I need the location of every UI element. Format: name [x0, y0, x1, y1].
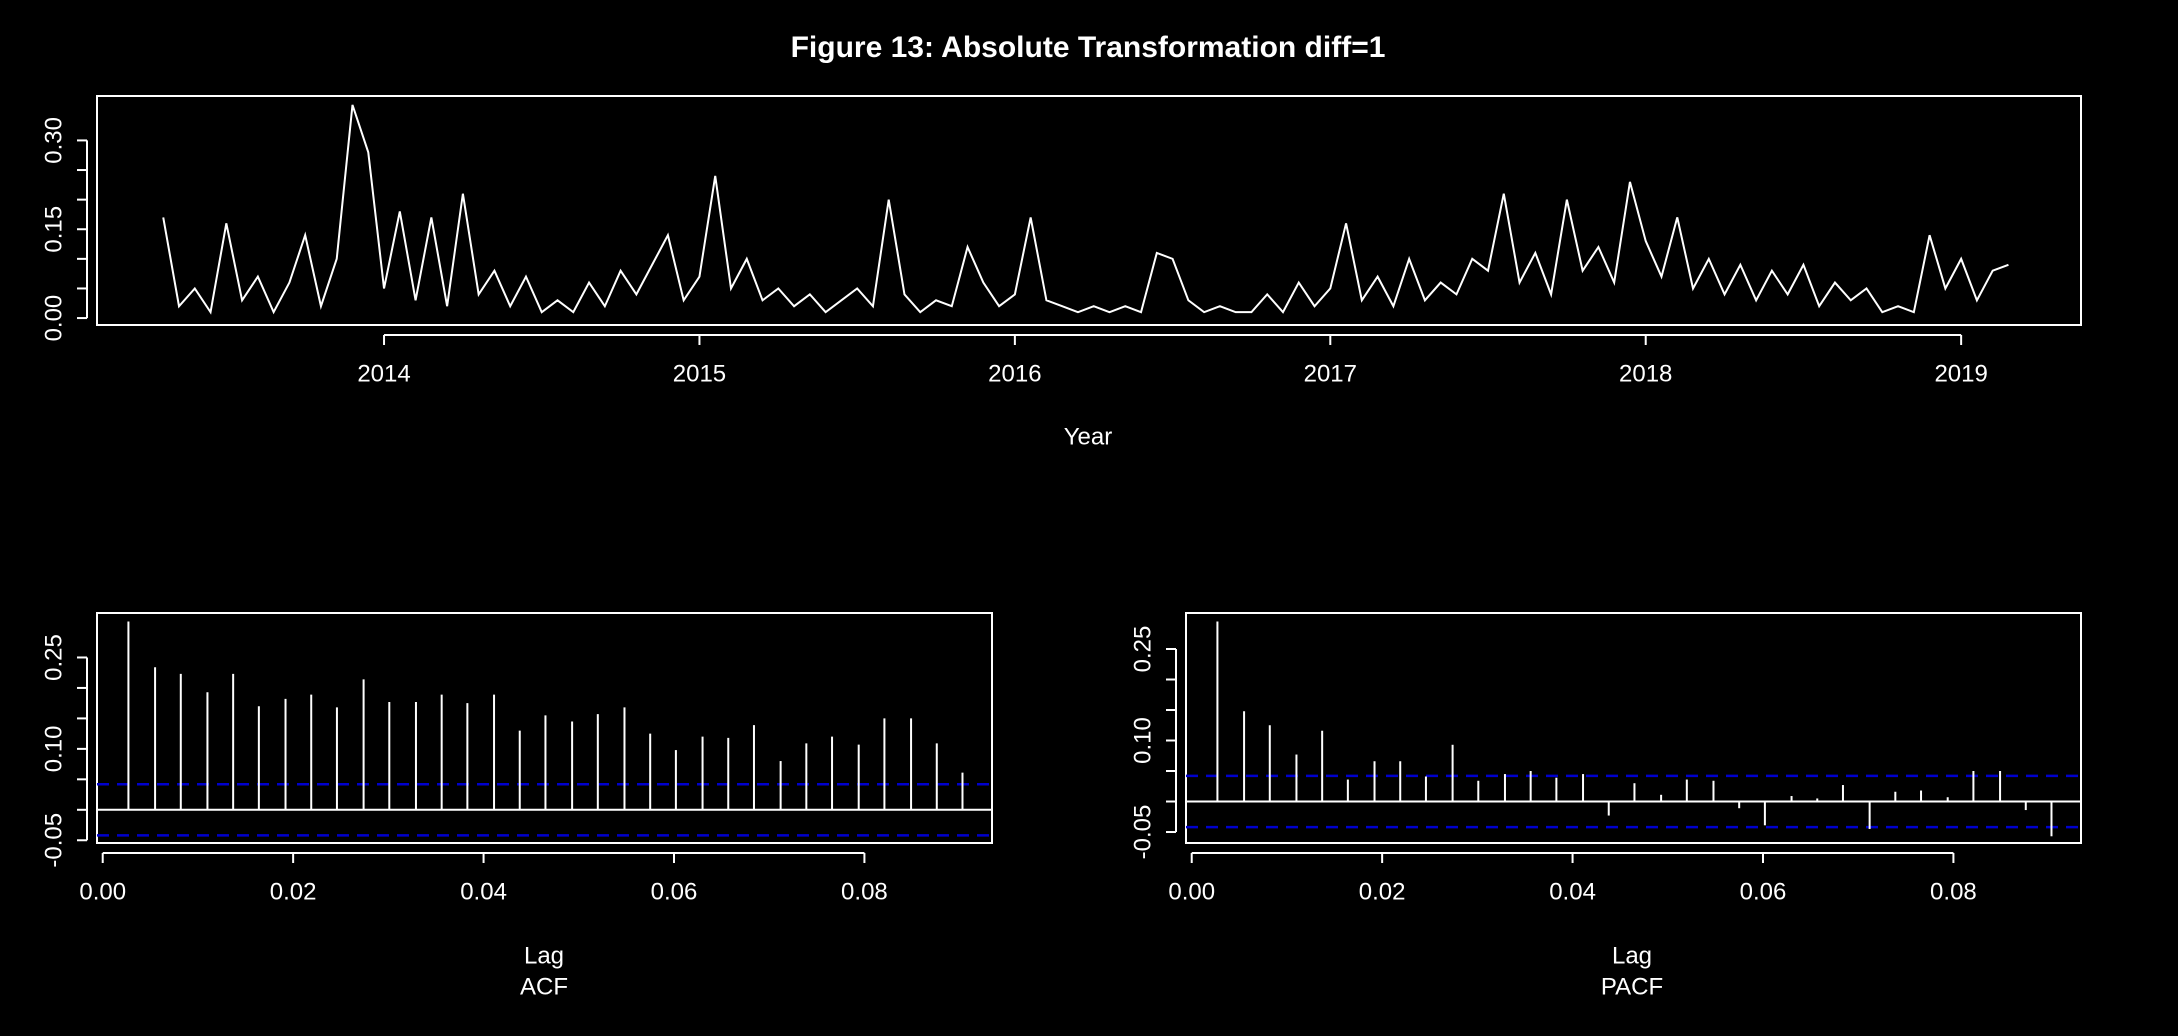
- x-tick-label: 2016: [988, 360, 1041, 387]
- x-axis-title: Year: [1064, 423, 1113, 450]
- series-line: [162, 104, 2009, 315]
- y-tick-label: 0.25: [40, 634, 67, 681]
- x-tick-label: 0.00: [79, 878, 126, 905]
- x-tick-label: 2019: [1934, 360, 1987, 387]
- y-tick-label: 0.10: [1129, 717, 1156, 764]
- plot-box: [96, 612, 993, 844]
- x-tick-label: 0.08: [841, 878, 888, 905]
- x-axis-title: Lag: [1612, 942, 1652, 969]
- x-tick-label: 0.04: [1549, 878, 1596, 905]
- y-tick-label: 0.15: [40, 206, 67, 253]
- y-tick-label: 0.10: [40, 726, 67, 773]
- x-tick-label: 0.06: [1740, 878, 1787, 905]
- y-tick-label: 0.30: [40, 117, 67, 164]
- plot-subtitle: ACF: [520, 973, 568, 1000]
- x-axis-title: Lag: [524, 942, 564, 969]
- x-tick-label: 0.00: [1168, 878, 1215, 905]
- plot-box: [1185, 612, 2082, 844]
- x-tick-label: 2015: [673, 360, 726, 387]
- x-tick-label: 0.06: [651, 878, 698, 905]
- y-tick-label: 0.25: [1129, 626, 1156, 673]
- plot-box: [96, 95, 2082, 326]
- x-tick-label: 0.04: [460, 878, 507, 905]
- y-tick-label: -0.05: [1129, 805, 1156, 860]
- y-tick-label: 0.00: [40, 295, 67, 342]
- x-tick-label: 2014: [357, 360, 410, 387]
- y-tick-label: -0.05: [40, 813, 67, 868]
- x-tick-label: 0.08: [1930, 878, 1977, 905]
- x-tick-label: 0.02: [1359, 878, 1406, 905]
- x-tick-label: 0.02: [270, 878, 317, 905]
- x-tick-label: 2017: [1304, 360, 1357, 387]
- figure-title: Figure 13: Absolute Transformation diff=…: [791, 31, 1386, 64]
- x-tick-label: 2018: [1619, 360, 1672, 387]
- plot-subtitle: PACF: [1601, 973, 1663, 1000]
